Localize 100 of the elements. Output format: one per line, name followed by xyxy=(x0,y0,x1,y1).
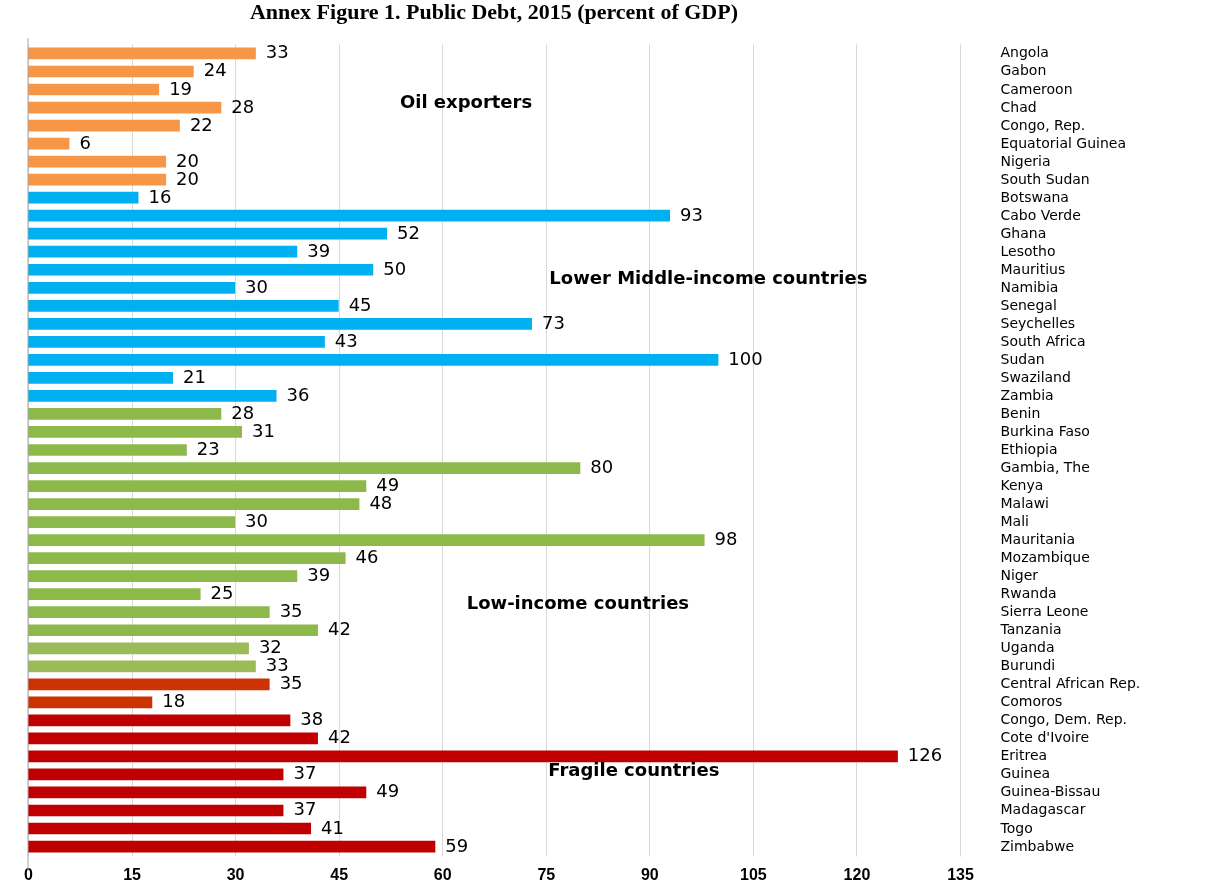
data-label: 24 xyxy=(203,59,227,81)
y-tick-label: Burkina Faso xyxy=(1000,422,1090,439)
y-tick-label: Central African Rep. xyxy=(1000,675,1141,692)
y-tick-label: Chad xyxy=(1000,98,1037,115)
data-label: 37 xyxy=(293,762,317,784)
bar xyxy=(28,498,360,510)
x-tick-label: 75 xyxy=(537,865,556,883)
bar xyxy=(28,281,236,294)
data-label: 41 xyxy=(321,816,344,838)
data-label: 33 xyxy=(265,41,289,63)
bar xyxy=(28,390,277,402)
y-tick-label: Togo xyxy=(999,819,1033,836)
y-tick-label: Senegal xyxy=(1000,296,1057,313)
data-label: 19 xyxy=(169,77,193,99)
data-label: 35 xyxy=(279,600,303,622)
bar xyxy=(28,372,173,384)
y-tick-label: Guinea xyxy=(1000,765,1051,782)
bar xyxy=(28,173,167,186)
bar xyxy=(28,209,671,222)
y-tick-label: Malawi xyxy=(1000,495,1049,512)
data-label: 6 xyxy=(79,131,91,153)
y-tick-label: Rwanda xyxy=(1000,585,1057,602)
bar xyxy=(28,804,284,817)
bar xyxy=(28,840,436,853)
data-label: 45 xyxy=(348,293,372,315)
bar xyxy=(28,678,270,691)
annotation: Oil exporters xyxy=(399,91,533,113)
y-tick-label: Mauritania xyxy=(1000,531,1076,548)
bar xyxy=(28,65,194,78)
data-label: 25 xyxy=(210,582,234,604)
bar xyxy=(28,137,70,150)
x-tick-label: 45 xyxy=(330,865,349,883)
bar xyxy=(28,516,236,528)
y-tick-label: Seychelles xyxy=(1000,314,1076,331)
bar xyxy=(28,534,705,546)
bar xyxy=(28,263,374,276)
y-tick-label: Sierra Leone xyxy=(1000,603,1089,620)
y-tick-label: Niger xyxy=(1000,567,1039,584)
bar xyxy=(28,408,222,420)
data-label: 30 xyxy=(245,275,269,297)
data-label: 126 xyxy=(907,744,943,766)
x-tick-label: 105 xyxy=(740,865,767,883)
data-label: 28 xyxy=(231,401,255,423)
chart-title: Annex Figure 1. Public Debt, 2015 (percent of GDP) xyxy=(249,0,739,24)
data-label: 21 xyxy=(182,365,206,387)
bar xyxy=(28,732,318,745)
x-tick-label: 60 xyxy=(433,865,452,883)
bar xyxy=(28,119,180,132)
x-tick-label: 135 xyxy=(947,865,974,883)
bar xyxy=(28,552,346,564)
x-tick-label: 90 xyxy=(640,865,659,883)
data-label: 73 xyxy=(541,311,565,333)
bar xyxy=(28,83,160,96)
data-label: 28 xyxy=(231,95,255,117)
data-label: 42 xyxy=(327,618,351,640)
data-label: 18 xyxy=(162,690,186,712)
y-tick-label: Nigeria xyxy=(1000,152,1051,169)
y-tick-label: Uganda xyxy=(1000,639,1055,656)
bar xyxy=(28,588,201,601)
y-tick-label: Gabon xyxy=(1000,62,1047,79)
data-label: 37 xyxy=(293,798,317,820)
y-tick-label: Congo, Rep. xyxy=(1000,116,1086,133)
bar xyxy=(28,660,256,673)
bar xyxy=(28,642,249,655)
data-label: 30 xyxy=(245,510,269,532)
x-tick-label: 30 xyxy=(226,865,245,883)
y-tick-label: Ethiopia xyxy=(1000,441,1058,457)
x-tick-label: 0 xyxy=(24,865,34,883)
data-label: 100 xyxy=(728,347,763,369)
bar xyxy=(28,426,243,438)
data-label: 52 xyxy=(396,221,420,243)
y-tick-label: Burundi xyxy=(1000,657,1056,674)
data-label: 23 xyxy=(196,438,220,459)
data-label: 16 xyxy=(148,185,172,207)
bar xyxy=(28,444,187,456)
data-label: 39 xyxy=(307,564,331,586)
data-label: 43 xyxy=(334,329,358,351)
y-tick-label: Lesotho xyxy=(1000,242,1056,259)
data-label: 31 xyxy=(252,419,275,441)
data-label: 46 xyxy=(355,546,379,568)
y-tick-label: Botswana xyxy=(1000,188,1069,205)
x-tick-label: 120 xyxy=(843,865,871,883)
y-tick-label: Sudan xyxy=(1000,350,1045,367)
y-tick-label: Congo, Dem. Rep. xyxy=(1000,711,1128,728)
y-tick-label: Kenya xyxy=(1000,477,1044,494)
y-tick-label: Cabo Verde xyxy=(1000,206,1081,223)
y-tick-label: Zimbabwe xyxy=(1000,837,1075,854)
bar xyxy=(28,299,339,312)
bar xyxy=(28,606,270,619)
bar xyxy=(28,155,167,168)
data-label: 59 xyxy=(445,834,469,856)
bar xyxy=(28,317,532,330)
data-label: 80 xyxy=(590,456,614,478)
y-tick-label: Mozambique xyxy=(1000,549,1090,566)
y-tick-label: Swaziland xyxy=(1000,368,1071,385)
y-tick-label: Mauritius xyxy=(1000,260,1066,277)
y-tick-label: South Africa xyxy=(1000,332,1086,349)
y-tick-label: Zambia xyxy=(1000,386,1054,403)
data-label: 22 xyxy=(189,113,213,135)
y-tick-label: Eritrea xyxy=(1000,747,1048,764)
